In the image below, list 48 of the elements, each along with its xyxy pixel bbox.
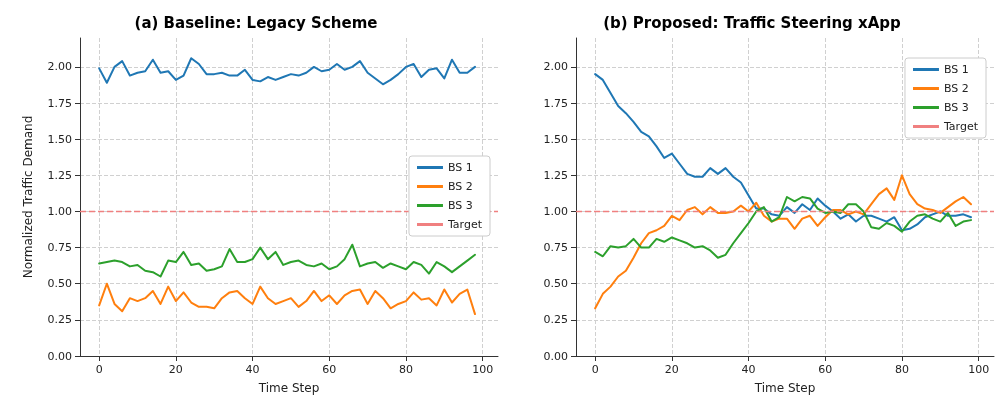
x-tick-label: 80	[398, 363, 413, 376]
legend-label: BS 1	[943, 63, 969, 76]
x-axis-title: Time Step	[753, 381, 816, 395]
y-tick-label: 0.00	[47, 349, 72, 363]
x-tick-label: 40	[245, 363, 260, 376]
y-tick-label: 2.00	[543, 60, 568, 74]
y-tick-label: 0.75	[543, 241, 568, 255]
y-tick-label: 1.75	[543, 96, 568, 110]
y-tick-label: 1.50	[47, 132, 72, 146]
x-tick-label: 20	[664, 363, 679, 376]
x-tick-label: 0	[95, 363, 103, 376]
y-tick-label: 0.00	[543, 349, 568, 363]
x-tick-label: 0	[591, 363, 599, 376]
y-tick-label: 0.25	[47, 313, 72, 327]
y-tick-label: 1.50	[543, 132, 568, 146]
y-tick-label: 1.75	[47, 96, 72, 110]
line-series	[98, 57, 476, 86]
y-tick-label: 0.50	[47, 277, 72, 291]
x-tick-label: 100	[968, 363, 990, 376]
y-tick-label: 0.75	[47, 241, 72, 255]
x-tick-label: 80	[894, 363, 909, 376]
y-tick-label: 1.25	[47, 168, 72, 182]
x-tick-label: 40	[741, 363, 756, 376]
legend-label: BS 3	[943, 101, 969, 114]
y-tick-label: 1.00	[47, 204, 72, 218]
y-tick-label: 2.00	[47, 60, 72, 74]
legend-label: Target	[446, 218, 483, 231]
y-tick-label: 1.00	[543, 204, 568, 218]
y-tick-label: 0.50	[543, 277, 568, 291]
legend-label: BS 1	[447, 161, 473, 174]
chart-title: (a) Baseline: Legacy Scheme	[134, 13, 378, 32]
legend-label: BS 3	[447, 199, 473, 212]
legend-label: BS 2	[447, 180, 473, 193]
y-tick-label: 0.25	[543, 313, 568, 327]
x-tick-label: 60	[322, 363, 337, 376]
x-tick-label: 100	[472, 363, 494, 376]
y-axis-title: Normalized Traffic Demand	[21, 115, 35, 279]
x-axis-title: Time Step	[257, 381, 320, 395]
legend-label: Target	[942, 120, 979, 133]
line-series	[98, 282, 476, 316]
legend-label: BS 2	[943, 82, 969, 95]
line-series	[594, 174, 972, 310]
y-tick-label: 1.25	[543, 168, 568, 182]
line-series	[98, 243, 476, 278]
x-tick-label: 60	[818, 363, 833, 376]
line-series	[594, 196, 972, 259]
chart-title: (b) Proposed: Traffic Steering xApp	[603, 13, 902, 32]
x-tick-label: 20	[168, 363, 183, 376]
